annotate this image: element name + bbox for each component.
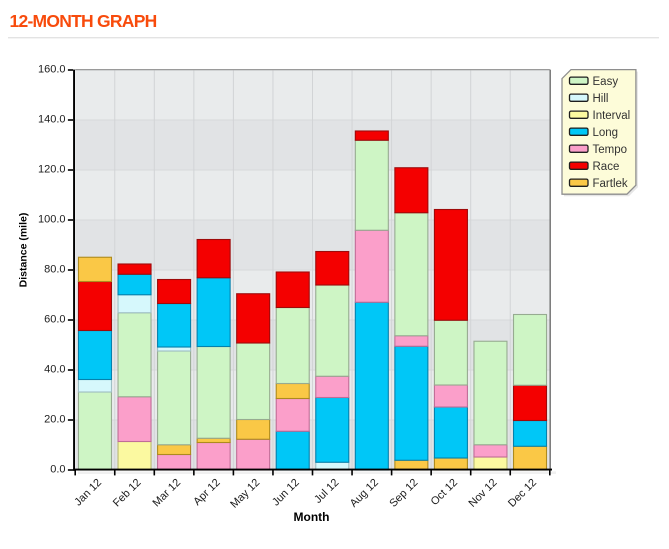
svg-text:Fartlek: Fartlek <box>593 178 628 190</box>
svg-text:60.0: 60.0 <box>44 314 65 326</box>
svg-text:12-MONTH GRAPH: 12-MONTH GRAPH <box>10 11 157 31</box>
svg-text:100.0: 100.0 <box>38 214 66 226</box>
svg-text:40.0: 40.0 <box>44 364 65 376</box>
svg-text:120.0: 120.0 <box>38 164 66 176</box>
svg-text:Long: Long <box>593 127 619 139</box>
svg-text:Tempo: Tempo <box>593 144 628 156</box>
svg-text:160.0: 160.0 <box>38 64 66 76</box>
svg-text:20.0: 20.0 <box>44 414 65 426</box>
svg-text:Hill: Hill <box>593 93 609 105</box>
svg-text:Distance (mile): Distance (mile) <box>18 213 30 288</box>
svg-text:80.0: 80.0 <box>44 264 65 276</box>
svg-text:140.0: 140.0 <box>38 114 66 126</box>
svg-text:Interval: Interval <box>593 110 631 122</box>
svg-text:Easy: Easy <box>593 76 619 88</box>
svg-text:Month: Month <box>294 510 330 524</box>
svg-text:0.0: 0.0 <box>50 464 65 476</box>
svg-text:Race: Race <box>593 161 620 173</box>
